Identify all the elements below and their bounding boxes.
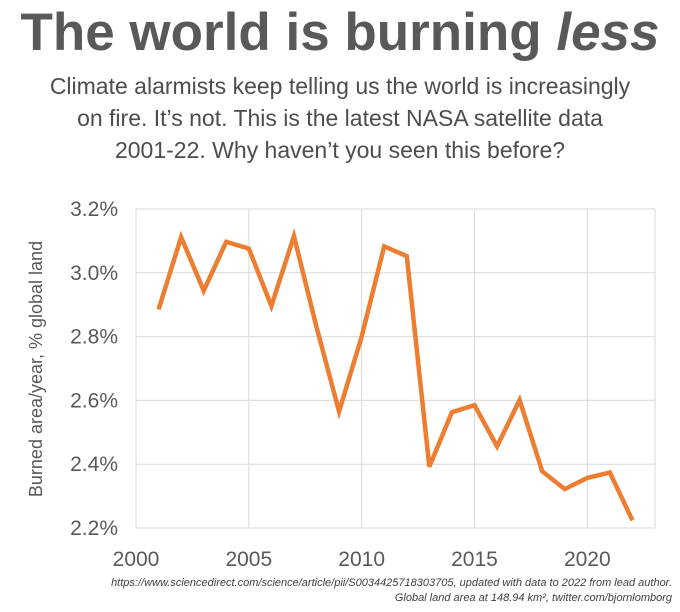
y-tick-labels: 2.2% 2.4% 2.6% 2.8% 3.0% 3.2% bbox=[70, 198, 118, 540]
x-tick-label: 2005 bbox=[225, 548, 272, 571]
chart-subtitle: Climate alarmists keep telling us the wo… bbox=[0, 70, 680, 166]
subtitle-line-1: Climate alarmists keep telling us the wo… bbox=[49, 73, 631, 99]
x-tick-label: 2020 bbox=[564, 548, 611, 571]
y-tick-label: 2.8% bbox=[70, 326, 118, 349]
source-note: https://www.sciencedirect.com/science/ar… bbox=[111, 576, 672, 606]
y-tick-label: 3.2% bbox=[70, 198, 118, 221]
x-tick-label: 2010 bbox=[338, 548, 385, 571]
chart-title-emphasis: less bbox=[556, 3, 660, 62]
chart-title-main: The world is burning bbox=[20, 3, 557, 62]
grid-lines bbox=[135, 208, 656, 529]
x-tick-label: 2000 bbox=[113, 548, 160, 571]
source-line-2: Global land area at 148.94 km², twitter.… bbox=[394, 592, 672, 604]
x-tick-labels: 2000 2005 2010 2015 2020 bbox=[113, 548, 611, 571]
y-tick-label: 2.6% bbox=[70, 389, 118, 412]
subtitle-line-3: 2001-22. Why haven’t you seen this befor… bbox=[114, 137, 566, 163]
x-tick-label: 2015 bbox=[451, 548, 498, 571]
y-tick-label: 2.2% bbox=[70, 517, 118, 540]
y-axis-label: Burned area/year, % global land bbox=[26, 241, 46, 497]
data-series bbox=[156, 227, 635, 522]
source-line-1: https://www.sciencedirect.com/science/ar… bbox=[111, 577, 672, 589]
series-line-0 bbox=[156, 227, 635, 522]
chart-title: The world is burning less bbox=[0, 2, 680, 64]
y-tick-label: 2.4% bbox=[70, 453, 118, 476]
y-tick-label: 3.0% bbox=[70, 262, 118, 285]
subtitle-line-2: on fire. It’s not. This is the latest NA… bbox=[77, 105, 603, 131]
